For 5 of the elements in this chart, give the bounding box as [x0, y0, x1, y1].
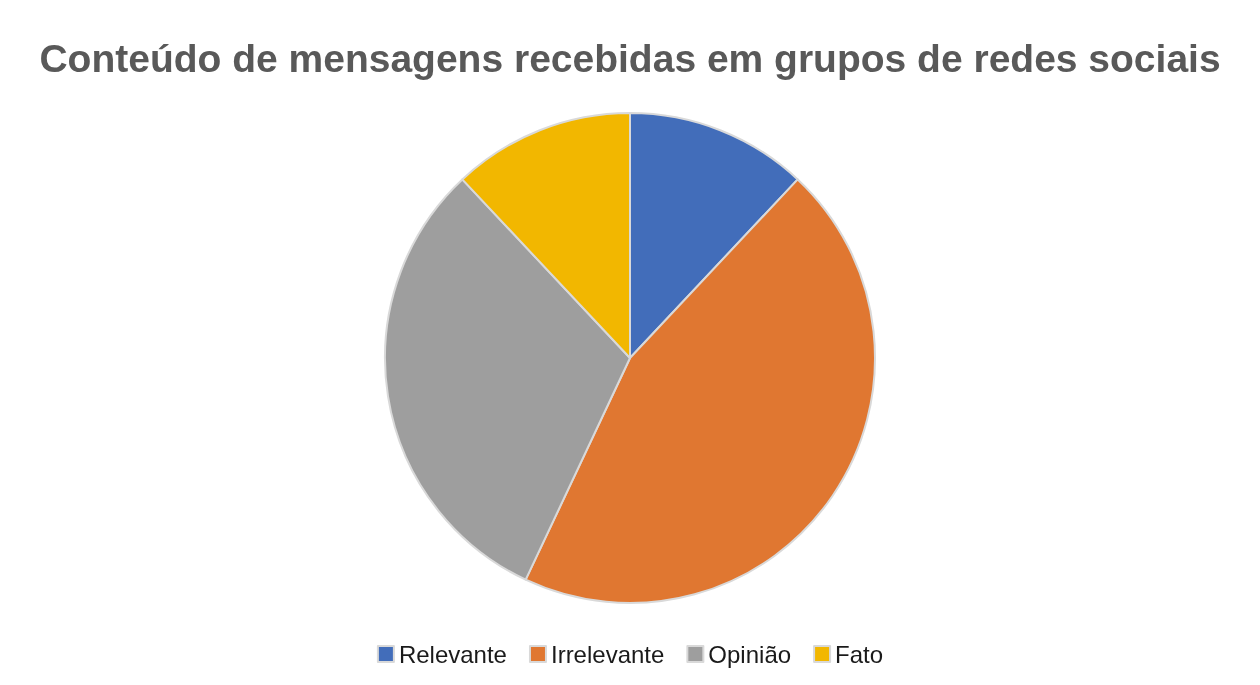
legend-label: Irrelevante: [550, 640, 665, 668]
legend-label: Fato: [835, 640, 884, 668]
chart-title: Conteúdo de mensagens recebidas em grupos de redes sociais: [39, 37, 1221, 80]
legend-label: Opinião: [708, 640, 792, 668]
legend-label: Relevante: [398, 640, 507, 668]
